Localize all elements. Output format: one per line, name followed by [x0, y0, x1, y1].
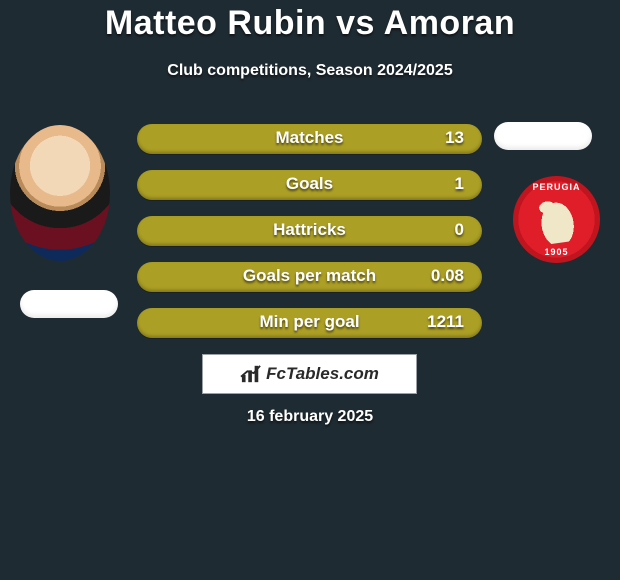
- stat-row: Hattricks 0: [137, 216, 482, 246]
- stat-row: Goals 1: [137, 170, 482, 200]
- subtitle: Club competitions, Season 2024/2025: [0, 62, 620, 80]
- player-left-pill: [20, 290, 118, 318]
- stat-value: 13: [445, 128, 464, 148]
- stat-value: 0.08: [431, 266, 464, 286]
- badge-text-bottom: 1905: [544, 247, 568, 257]
- club-right-badge: PERUGIA 1905: [513, 176, 600, 263]
- player-right-pill: [494, 122, 592, 150]
- brand-box: FcTables.com: [202, 354, 417, 394]
- badge-text-top: PERUGIA: [532, 182, 580, 192]
- stat-label: Hattricks: [137, 220, 482, 240]
- brand-text: FcTables.com: [266, 364, 379, 384]
- stat-row: Matches 13: [137, 124, 482, 154]
- stat-value: 1211: [427, 312, 464, 332]
- stat-row: Goals per match 0.08: [137, 262, 482, 292]
- stat-label: Goals: [137, 174, 482, 194]
- stat-row: Min per goal 1211: [137, 308, 482, 338]
- date-label: 16 february 2025: [0, 408, 620, 426]
- player-left-avatar: [10, 125, 110, 261]
- griffin-icon: [533, 194, 579, 245]
- bar-chart-icon: [240, 364, 262, 384]
- stat-label: Matches: [137, 128, 482, 148]
- page-title: Matteo Rubin vs Amoran: [0, 4, 620, 43]
- stat-value: 1: [455, 174, 464, 194]
- stat-value: 0: [455, 220, 464, 240]
- comparison-infographic: Matteo Rubin vs Amoran Club competitions…: [0, 0, 620, 580]
- stat-bars: Matches 13 Goals 1 Hattricks 0 Goals per…: [137, 124, 482, 354]
